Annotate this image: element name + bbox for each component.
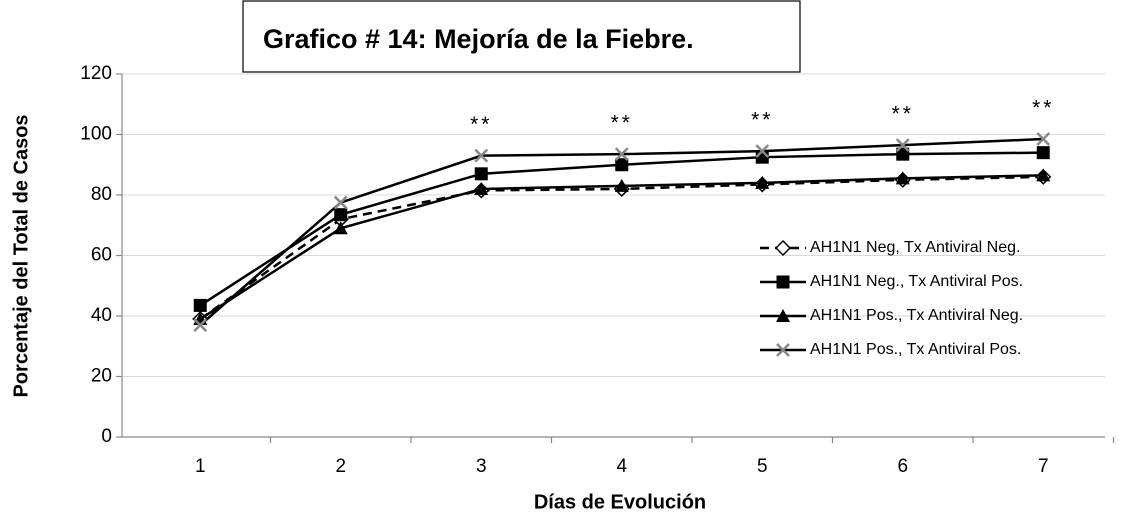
annotation: **	[470, 113, 492, 136]
x-tick-label: 6	[897, 456, 908, 477]
point	[1036, 146, 1050, 160]
point	[755, 175, 770, 189]
x-tick-label: 7	[1038, 456, 1049, 477]
y-tick-label: 20	[91, 366, 112, 387]
point	[615, 158, 629, 172]
y-tick-label: 60	[91, 245, 112, 266]
point	[1036, 168, 1051, 182]
point	[334, 208, 348, 222]
title-box	[242, 0, 801, 73]
point	[614, 147, 629, 162]
legend-label: AH1N1 Neg., Tx Antiviral Pos.	[810, 273, 1023, 290]
x-axis-label: Días de Evolución	[534, 491, 706, 513]
x-tick-label: 3	[476, 456, 487, 477]
y-tick-label: 80	[91, 184, 112, 205]
y-tick-label: 120	[80, 63, 112, 84]
x-tick-label: 4	[616, 456, 627, 477]
legend-marker	[776, 309, 790, 322]
x-tick-label: 5	[757, 456, 768, 477]
point	[193, 298, 207, 312]
legend-label: AH1N1 Pos., Tx Antiviral Pos.	[810, 341, 1021, 358]
y-tick-label: 100	[80, 124, 112, 145]
point	[474, 167, 488, 181]
point	[474, 181, 489, 195]
point	[333, 195, 348, 210]
point	[474, 148, 489, 163]
annotation: **	[1032, 97, 1054, 120]
y-tick-label: 40	[91, 305, 112, 326]
annotation: **	[892, 103, 914, 126]
annotation: **	[611, 112, 633, 135]
point	[333, 221, 348, 235]
x-tick-label: 1	[195, 456, 206, 477]
x-tick-label: 2	[335, 456, 346, 477]
point	[895, 171, 910, 185]
point	[1036, 132, 1051, 146]
y-tick-label: 0	[101, 426, 112, 447]
y-axis-label: Porcentaje del Total de Casos	[10, 114, 32, 397]
legend-marker	[776, 343, 790, 357]
annotation: **	[751, 109, 773, 132]
chart-title: Grafico # 14: Mejoría de la Fiebre.	[263, 24, 694, 54]
point	[614, 178, 629, 192]
point	[755, 144, 770, 159]
legend-label: AH1N1 Neg, Tx Antiviral Neg.	[810, 239, 1020, 256]
point	[896, 147, 910, 161]
legend-label: AH1N1 Pos., Tx Antiviral Neg.	[810, 307, 1023, 324]
legend-marker	[774, 239, 792, 257]
point	[895, 138, 910, 152]
point	[193, 318, 208, 332]
legend-marker	[776, 275, 790, 289]
